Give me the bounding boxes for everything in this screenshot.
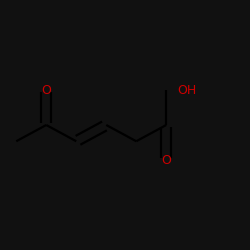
Text: OH: OH	[178, 84, 197, 96]
Text: O: O	[161, 154, 171, 166]
Text: O: O	[41, 84, 51, 96]
